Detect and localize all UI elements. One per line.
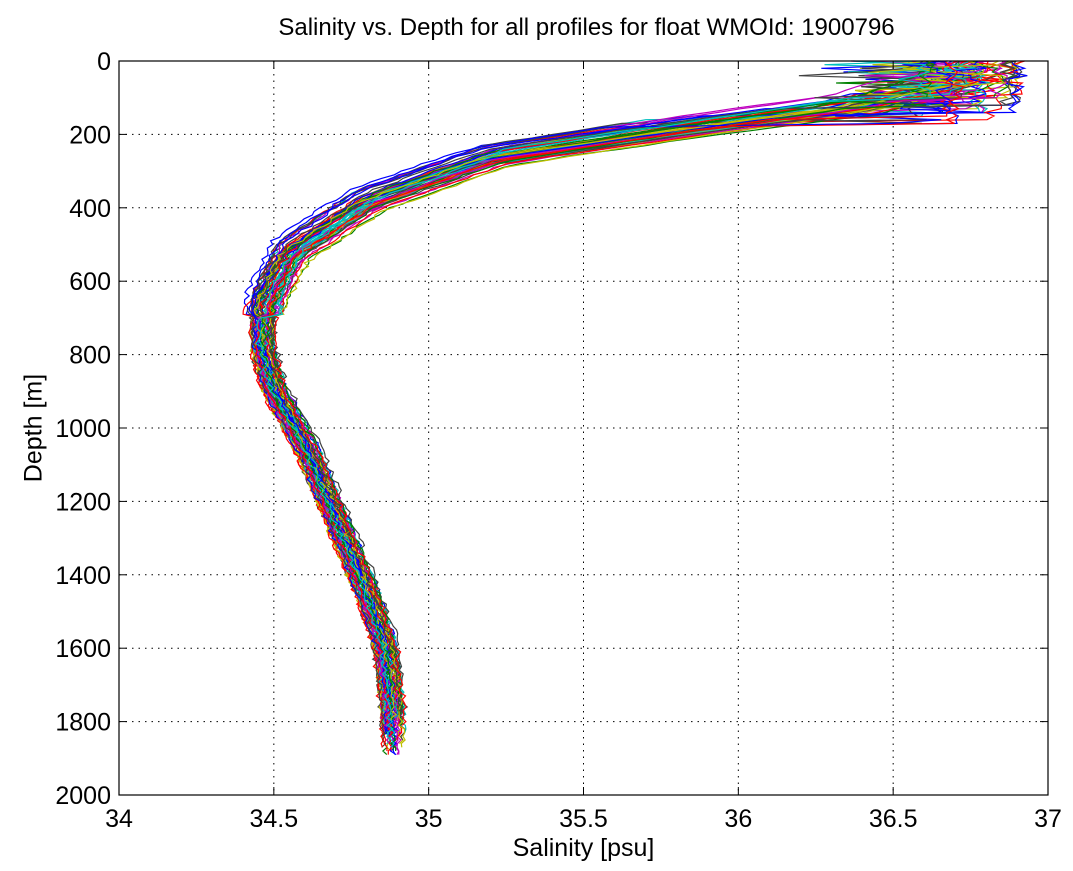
profile-line bbox=[246, 60, 971, 715]
y-tick-label: 1000 bbox=[55, 415, 111, 443]
y-tick-label: 600 bbox=[69, 268, 111, 296]
x-tick-label: 36 bbox=[724, 805, 752, 833]
profile-line bbox=[251, 60, 953, 737]
plot-area bbox=[119, 61, 1048, 795]
profiles bbox=[242, 60, 1028, 756]
profile-line bbox=[255, 60, 965, 755]
y-tick-label: 0 bbox=[97, 48, 111, 76]
profile-line bbox=[257, 60, 968, 737]
profile-line bbox=[251, 60, 1018, 737]
y-tick-label: 400 bbox=[69, 195, 111, 223]
x-tick-label: 37 bbox=[1034, 805, 1062, 833]
y-tick-label: 1400 bbox=[55, 562, 111, 590]
profile-line bbox=[252, 60, 991, 744]
y-tick-label: 2000 bbox=[55, 782, 111, 810]
x-axis-label: Salinity [psu] bbox=[512, 834, 655, 862]
profile-line bbox=[254, 60, 1008, 744]
y-tick-label: 200 bbox=[69, 121, 111, 149]
x-tick-label: 35 bbox=[415, 805, 443, 833]
y-axis-label: Depth [m] bbox=[19, 373, 48, 483]
chart-title: Salinity vs. Depth for all profiles for … bbox=[278, 14, 895, 41]
ticks: 34 34.5 35 35.5 36 36.5 37 0 200 400 600 800 1000 120… bbox=[55, 48, 1062, 833]
x-tick-label: 34.5 bbox=[249, 805, 298, 833]
y-tick-label: 1800 bbox=[55, 709, 111, 737]
y-tick-label: 1600 bbox=[55, 635, 111, 663]
profile-line bbox=[254, 60, 935, 748]
x-tick-label: 36.5 bbox=[869, 805, 918, 833]
x-tick-label: 34 bbox=[105, 805, 133, 833]
y-tick-label: 800 bbox=[69, 342, 111, 370]
y-tick-label: 1200 bbox=[55, 488, 111, 516]
x-tick-label: 35.5 bbox=[559, 805, 608, 833]
grid bbox=[119, 61, 1048, 795]
